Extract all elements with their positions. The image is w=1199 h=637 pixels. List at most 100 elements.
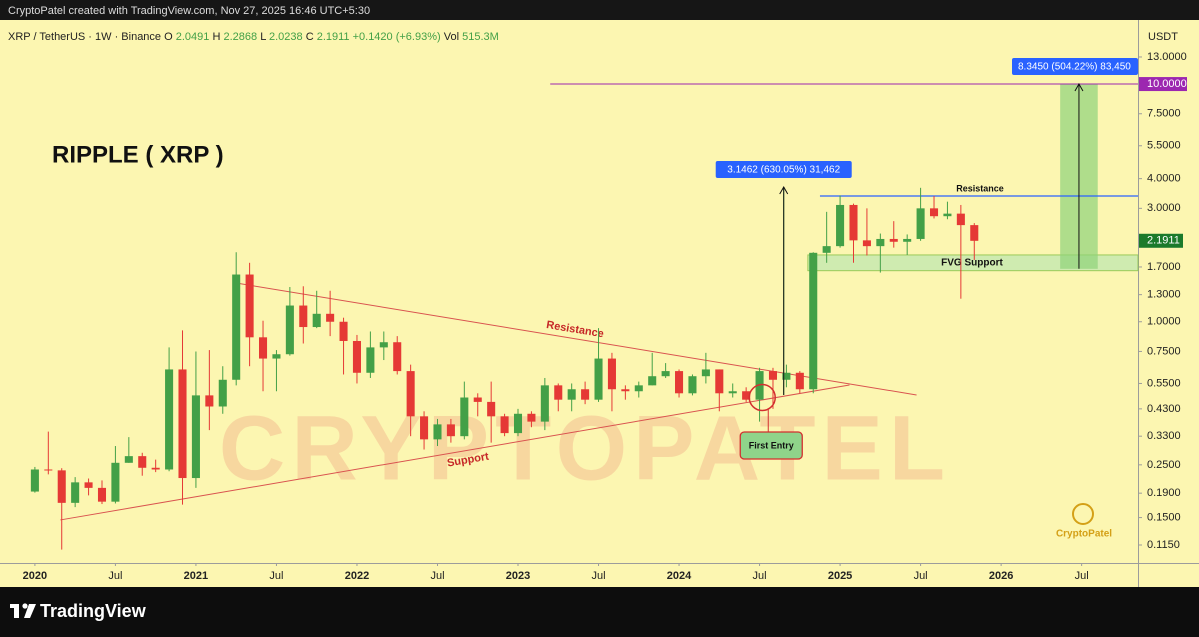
candle [379,331,388,361]
candle [473,393,482,417]
candle-body [30,469,39,492]
candle [71,477,80,508]
legend-value: 515.3M [462,31,499,43]
first-entry-label: First Entry [749,440,794,450]
candle-body [446,424,455,437]
candle-body [889,238,898,242]
y-tick-label: 13.0000 [1147,51,1187,63]
move-1-label: 3.1462 (630.05%) 31,462 [727,165,840,176]
candle [245,262,254,367]
y-tick-label: 5.5000 [1147,140,1181,152]
candle [929,196,939,219]
candle-body [876,238,885,247]
candle [151,459,160,473]
candle [272,350,281,392]
first-entry-box [739,431,803,460]
candle-body [795,372,804,390]
candle-body [661,371,670,377]
y-tick-label: 0.4300 [1147,403,1181,415]
y-tick-label: 1.0000 [1147,316,1181,328]
x-tick-label: 2023 [506,570,530,582]
candle [513,408,523,437]
top-bar [0,0,1199,20]
logo-icon [1072,503,1094,525]
x-tick-label: 2024 [667,570,692,582]
candle [406,364,415,437]
candle [527,411,536,428]
candle-body [57,470,66,503]
candle [970,223,979,260]
candle-body [527,413,536,422]
candle [728,383,737,398]
candle [782,364,791,388]
x-tick-label: 2021 [184,570,208,582]
legend-label: L [260,31,266,43]
candle-body [621,389,630,392]
support-trend [60,384,850,521]
candle-body [312,313,321,328]
candle-body [916,208,925,239]
candle-body [71,482,80,503]
candle [943,201,952,220]
fvg-label: FVG Support [941,257,1003,268]
candle-body [138,456,147,468]
candle-body [272,354,281,359]
move-2-arrow-head [1074,83,1084,92]
candle-body [836,204,845,247]
resistance-level-label: Resistance [956,183,1004,193]
candle-body [420,416,429,440]
candle [876,233,885,273]
brand-icon [14,604,19,618]
candle-body [768,371,778,380]
candle-body [151,467,160,470]
candle [446,418,455,443]
candle-body [299,305,308,328]
candle-body [97,487,107,502]
candle-body [111,462,120,502]
candle-body [581,389,590,400]
candle-body [929,208,939,217]
candle-body [339,321,348,341]
move-1-arrow-head [779,185,789,195]
last-price-label: 2.1911 [1147,235,1180,247]
candle-body [124,456,133,463]
move-1-label-bg [715,160,852,178]
candle [366,331,375,378]
brand-icon [24,604,36,618]
candle [822,211,831,263]
candle [111,446,120,504]
legend-label: Vol [444,31,459,43]
legend-value: 2.2868 [223,31,257,43]
candle-body [433,424,442,440]
target-label-bg [1139,77,1187,92]
candle [916,187,925,241]
candle-body [675,371,684,394]
attribution: CryptoPatel created with TradingView.com… [8,5,370,17]
chart-background [0,20,1199,587]
brand-name: TradingView [40,601,147,621]
candle-body [259,337,268,359]
candle [393,336,402,375]
candle-body [540,385,549,422]
x-tick-label: Jul [108,570,122,582]
candle-body [84,482,93,488]
y-tick-label: 1.3000 [1147,289,1181,301]
candle-body [352,340,361,373]
x-tick-label: Jul [753,570,767,582]
candle [594,328,603,402]
candle-body [822,246,831,253]
candle-body [594,358,603,400]
candle-body [701,369,710,377]
candle [165,347,174,472]
candle [420,411,429,450]
candle [903,234,912,255]
y-tick-label: 0.1500 [1147,511,1181,523]
candle [97,480,107,505]
bottom-bar [0,587,1199,637]
candle [178,330,187,505]
legend-label: C [306,31,314,43]
candle [849,203,858,263]
candle-body [218,379,227,407]
candle-body [903,238,912,242]
